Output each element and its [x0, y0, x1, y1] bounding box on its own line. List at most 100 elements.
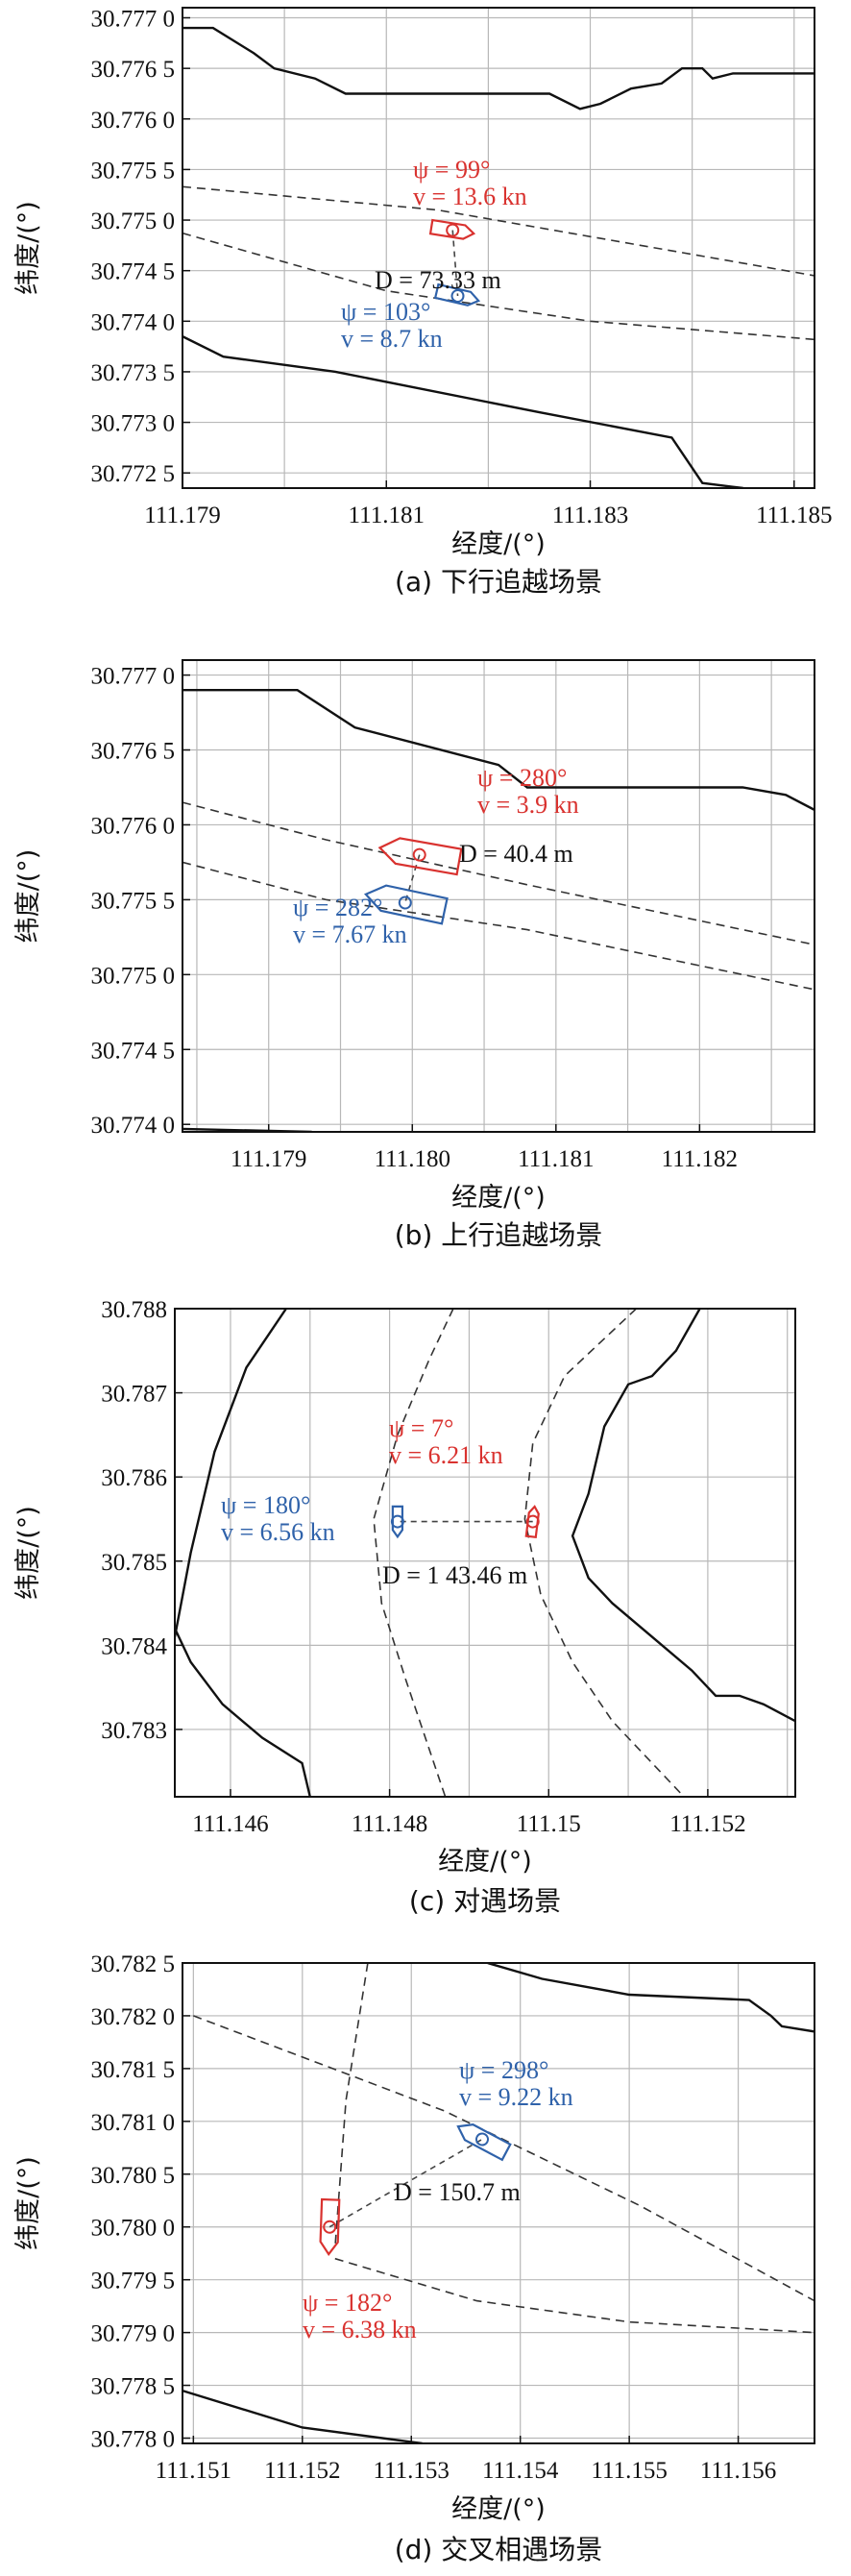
shoreline	[182, 2389, 423, 2443]
distance-label: D = 150.7 m	[394, 2178, 521, 2206]
ship-red	[428, 218, 476, 240]
ship-red	[319, 2197, 341, 2256]
chart-panel-1: ψ = 99°v = 13.6 kn ψ = 103°v = 8.7 kn D = …	[13, 7, 832, 598]
y-tick-label: 30.780 0	[91, 2216, 176, 2242]
ship-heading-label: ψ = 182°	[303, 2289, 392, 2317]
y-tick-label: 30.783	[101, 1718, 167, 1744]
panel-caption: (c) 对遇场景	[409, 1885, 561, 1917]
x-tick-label: 111.181	[349, 503, 425, 528]
ship-center	[475, 2132, 489, 2147]
x-tick-label: 111.146	[192, 1811, 268, 1837]
shoreline	[175, 1309, 287, 1637]
ship-heading-label: ψ = 180°	[221, 1491, 310, 1519]
y-tick-label: 30.786	[101, 1465, 167, 1491]
panel-caption: (d) 交叉相遇场景	[395, 2534, 603, 2565]
x-axis-label: 经度/(°)	[438, 1847, 532, 1877]
y-tick-label: 30.785	[101, 1550, 167, 1576]
y-axis-label: 纬度/(°)	[13, 2156, 43, 2250]
ship-blue	[390, 1505, 404, 1539]
ship-hull	[433, 282, 481, 307]
shoreline	[182, 26, 815, 110]
x-tick-label: 111.182	[662, 1146, 738, 1172]
route-line	[193, 2015, 815, 2302]
y-tick-label: 30.774 5	[91, 1038, 176, 1064]
x-tick-label: 111.15	[517, 1811, 581, 1837]
x-tick-label: 111.185	[756, 503, 832, 528]
y-tick-label: 30.776 0	[91, 813, 176, 839]
ship-speed-label: v = 6.56 kn	[221, 1518, 335, 1546]
ship-speed-label: v = 6.21 kn	[389, 1441, 503, 1469]
shoreline	[175, 1628, 311, 1797]
x-axis-label: 经度/(°)	[451, 529, 546, 559]
panel-caption: (b) 上行追越场景	[395, 1219, 603, 1251]
x-tick-label: 111.152	[264, 2458, 340, 2484]
y-tick-label: 30.773 0	[91, 411, 176, 437]
plot-area	[182, 26, 815, 488]
ship-hull	[319, 2197, 341, 2256]
y-tick-label: 30.781 0	[91, 2110, 176, 2136]
panel-caption: (a) 下行追越场景	[395, 566, 602, 598]
distance-label: D = 73.33 m	[375, 266, 501, 294]
ship-speed-label: v = 6.38 kn	[303, 2316, 417, 2343]
plot-frame	[182, 1962, 815, 2444]
x-tick-label: 111.179	[144, 503, 220, 528]
y-tick-label: 30.772 5	[91, 461, 176, 487]
y-tick-label: 30.781 5	[91, 2057, 176, 2083]
grid	[182, 1962, 815, 2443]
plot-area	[182, 689, 815, 1132]
grid	[182, 660, 815, 1132]
x-tick-label: 111.181	[518, 1146, 594, 1172]
chart-panel-2: ψ = 280°v = 3.9 kn ψ = 282°v = 7.67 kn D =…	[13, 659, 815, 1251]
route-line	[334, 2257, 815, 2334]
ship-hull	[377, 837, 463, 876]
distance-label: D = 1 43.46 m	[382, 1561, 527, 1589]
ship-center	[450, 289, 465, 303]
ship-speed-label: v = 13.6 kn	[413, 183, 527, 210]
y-axis-label: 纬度/(°)	[13, 201, 43, 295]
grid	[182, 8, 815, 488]
distance-label: D = 40.4 m	[459, 840, 573, 868]
route-line	[182, 801, 815, 945]
shoreline	[571, 1309, 795, 1723]
y-tick-label: 30.774 5	[91, 259, 176, 285]
ship-speed-label: v = 3.9 kn	[477, 791, 579, 819]
y-axis-label: 纬度/(°)	[13, 1506, 43, 1600]
ship-blue	[433, 282, 481, 307]
y-tick-label: 30.779 0	[91, 2321, 176, 2347]
plot-frame	[174, 1308, 796, 1798]
y-tick-label: 30.774 0	[91, 1113, 176, 1139]
y-tick-label: 30.777 0	[91, 664, 176, 690]
y-tick-label: 30.787	[101, 1382, 167, 1408]
y-tick-label: 30.782 0	[91, 2004, 176, 2030]
grid	[175, 1308, 795, 1797]
y-tick-label: 30.775 0	[91, 209, 176, 234]
x-tick-label: 111.156	[700, 2458, 776, 2484]
y-tick-label: 30.776 0	[91, 108, 176, 134]
ship-center	[323, 2220, 337, 2234]
x-tick-label: 111.148	[352, 1811, 427, 1837]
ship-center	[390, 1514, 404, 1529]
x-tick-label: 111.154	[482, 2458, 559, 2484]
y-axis-label: 纬度/(°)	[13, 849, 43, 944]
x-axis-label: 经度/(°)	[451, 2494, 546, 2524]
ship-heading-label: ψ = 99°	[413, 156, 490, 184]
distance-line	[404, 854, 421, 903]
y-tick-label: 30.779 5	[91, 2269, 176, 2294]
ship-hull	[456, 2123, 512, 2162]
ship-blue	[456, 2123, 512, 2162]
ship-red	[377, 837, 463, 876]
ship-heading-label: ψ = 280°	[477, 764, 567, 792]
y-tick-label: 30.780 5	[91, 2163, 176, 2189]
x-tick-label: 111.155	[591, 2458, 667, 2484]
ship-speed-label: v = 9.22 kn	[459, 2083, 573, 2111]
x-axis-label: 经度/(°)	[451, 1183, 546, 1213]
route-line	[373, 1309, 454, 1797]
ship-speed-label: v = 8.7 kn	[341, 325, 443, 353]
y-tick-label: 30.776 5	[91, 739, 176, 765]
x-tick-label: 111.153	[374, 2458, 450, 2484]
plot-frame	[182, 7, 815, 489]
plot-frame	[182, 659, 815, 1133]
plot-area	[175, 1309, 795, 1797]
y-tick-label: 30.778 5	[91, 2374, 176, 2400]
